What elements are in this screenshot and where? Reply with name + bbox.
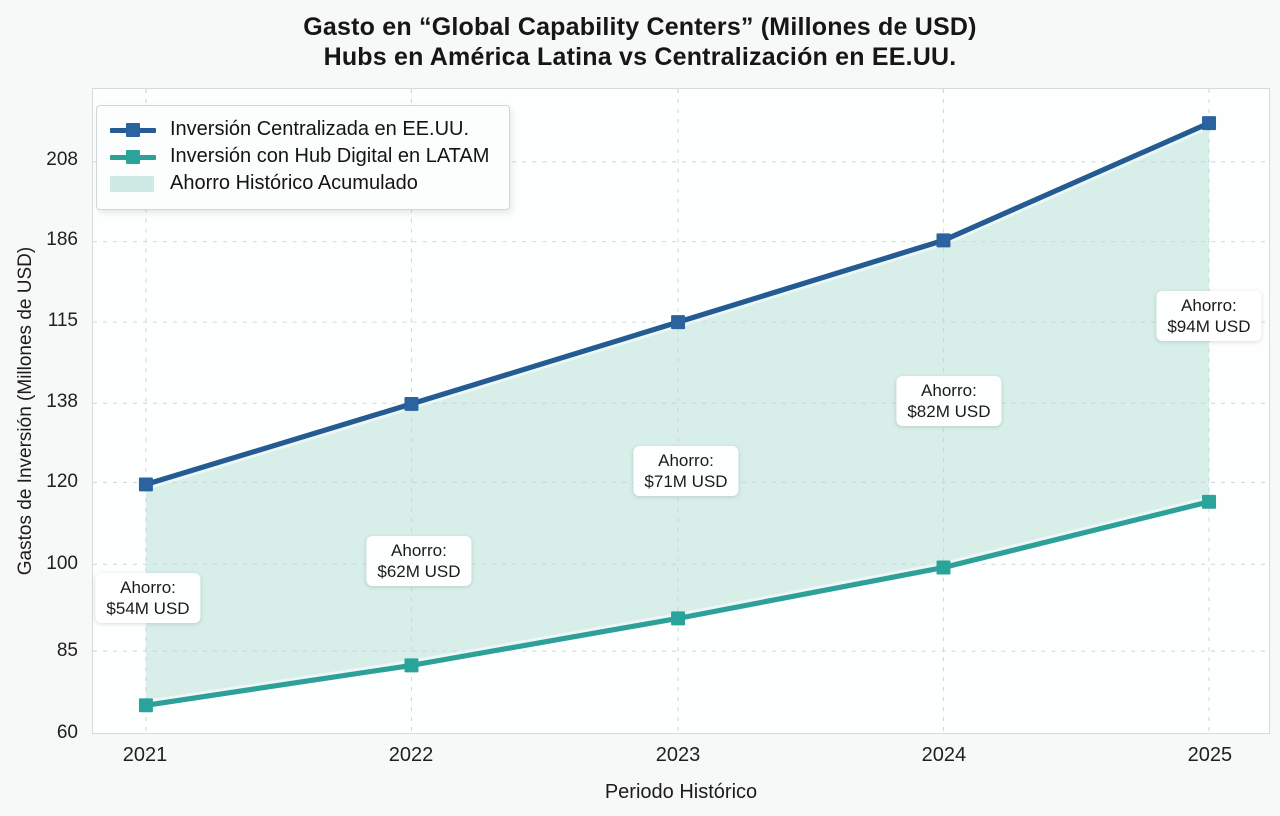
legend-label-savings: Ahorro Histórico Acumulado: [170, 172, 418, 194]
x-tick-label-2021: 2021: [122, 744, 168, 766]
legend-line-marker-us-icon: [110, 122, 156, 138]
y-tick-label-85: 85: [56, 639, 78, 661]
legend-item-latam: Inversión con Hub Digital en LATAM: [110, 143, 489, 170]
plot-area: Ahorro: $54M USD Ahorro: $62M USD Ahorro: $71…: [92, 88, 1270, 734]
legend-fill-swatch-icon: [110, 175, 156, 192]
legend-line-marker-latam-icon: [110, 149, 156, 165]
y-tick-label-115: 115: [47, 309, 78, 331]
y-tick-label-60: 60: [56, 722, 78, 743]
legend-label-latam: Inversión con Hub Digital en LATAM: [170, 145, 490, 167]
chart-title: Gasto en “Global Capability Centers” (Mi…: [303, 13, 977, 41]
legend-item-savings: Ahorro Histórico Acumulado: [110, 170, 489, 197]
x-axis-ticks: 2021 2022 2023 2024 2025: [92, 744, 1270, 770]
chart-title-block: Gasto en “Global Capability Centers” (Mi…: [0, 12, 1280, 72]
y-axis-ticks: 60 85 100 120 138 115 186 208: [0, 88, 80, 743]
legend-item-us: Inversión Centralizada en EE.UU.: [110, 116, 489, 143]
y-tick-label-100: 100: [46, 552, 78, 574]
y-tick-label-120: 120: [46, 470, 78, 492]
x-axis-label: Periodo Histórico: [604, 781, 758, 803]
legend: Inversión Centralizada en EE.UU. Inversi…: [96, 105, 511, 210]
x-tick-label-2024: 2024: [921, 744, 967, 766]
y-tick-label-138: 138: [46, 391, 78, 413]
x-tick-label-2022: 2022: [388, 744, 434, 766]
chart-subtitle: Hubs en América Latina vs Centralización…: [323, 43, 957, 71]
y-tick-label-186: 186: [46, 229, 78, 251]
x-tick-label-2023: 2023: [655, 744, 701, 766]
y-tick-label-208: 208: [46, 148, 78, 170]
x-tick-label-2025: 2025: [1187, 744, 1233, 766]
legend-label-us: Inversión Centralizada en EE.UU.: [170, 118, 470, 140]
